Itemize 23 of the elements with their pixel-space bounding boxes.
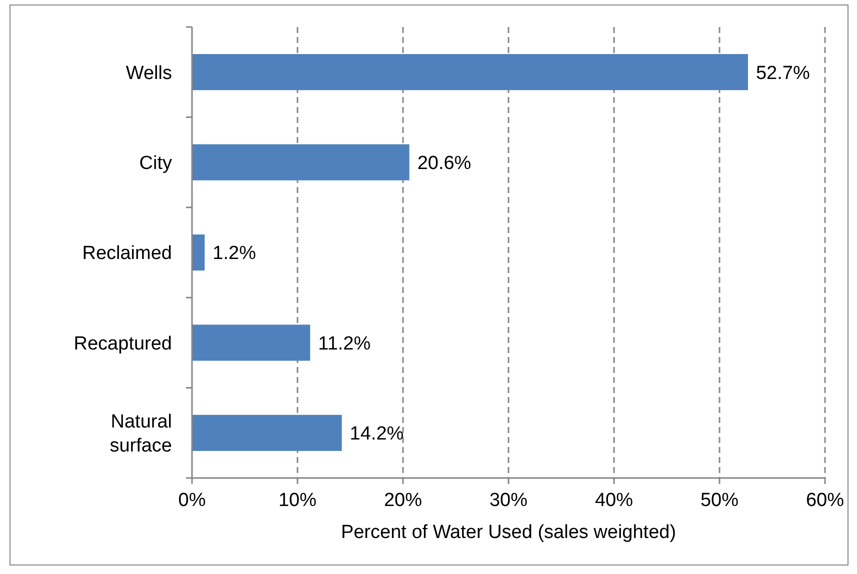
data-label: 14.2% — [350, 424, 404, 445]
data-label: 52.7% — [756, 62, 810, 84]
x-tick-label: 30% — [489, 490, 528, 511]
x-tick-label: 60% — [806, 490, 844, 511]
y-tick-label: City — [139, 152, 172, 174]
data-label: 11.2% — [318, 333, 371, 354]
data-label: 20.6% — [417, 152, 472, 174]
data-label: 1.2% — [212, 243, 256, 264]
y-tick-label: Reclaimed — [82, 243, 172, 264]
bar — [192, 234, 205, 271]
x-tick-label: 40% — [594, 490, 634, 511]
x-axis-title: Percent of Water Used (sales weighted) — [340, 522, 676, 543]
x-tick-label: 20% — [384, 490, 422, 511]
y-tick-label: Recaptured — [74, 333, 172, 354]
bar — [192, 414, 342, 451]
bar — [192, 144, 410, 180]
bar — [192, 324, 310, 361]
bar — [192, 54, 748, 90]
x-tick-label: 0% — [178, 490, 206, 511]
x-tick-label: 50% — [700, 490, 739, 511]
x-tick-label: 10% — [278, 490, 317, 511]
y-tick-label: Natural surface — [110, 412, 172, 457]
y-tick-label: Wells — [126, 62, 172, 84]
